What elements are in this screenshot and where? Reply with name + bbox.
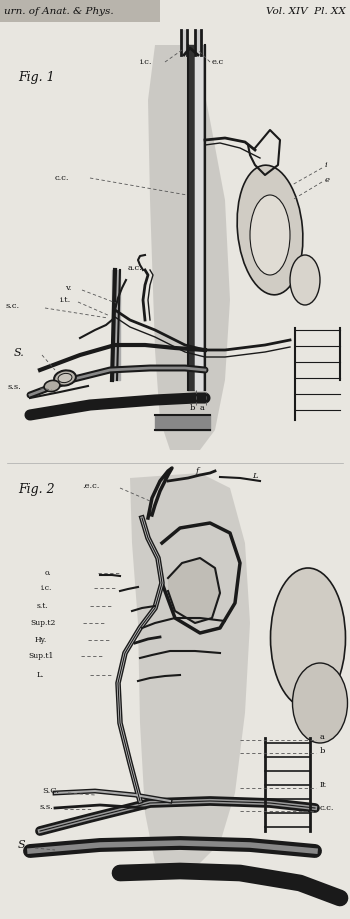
Text: e.c: e.c <box>212 58 224 66</box>
Text: b: b <box>190 404 195 412</box>
Text: s.s.: s.s. <box>8 383 22 391</box>
Text: i.c.: i.c. <box>140 58 153 66</box>
Text: a: a <box>200 404 205 412</box>
Text: s.c.: s.c. <box>6 302 20 310</box>
Polygon shape <box>168 558 220 623</box>
Text: e: e <box>325 176 330 184</box>
Ellipse shape <box>271 568 345 708</box>
FancyBboxPatch shape <box>0 0 160 22</box>
Text: c.c.: c.c. <box>55 174 70 182</box>
Text: .e.c.: .e.c. <box>82 482 99 490</box>
Ellipse shape <box>293 663 348 743</box>
Text: urn. of Anat. & Phys.: urn. of Anat. & Phys. <box>4 6 114 16</box>
Text: i.c.: i.c. <box>41 584 52 592</box>
Text: a.c.: a.c. <box>128 264 143 272</box>
Text: S.C.: S.C. <box>42 787 59 795</box>
Ellipse shape <box>237 165 303 295</box>
Text: i.t.: i.t. <box>60 296 71 304</box>
Ellipse shape <box>290 255 320 305</box>
Text: s.s.: s.s. <box>40 803 54 811</box>
Ellipse shape <box>58 373 72 382</box>
Text: b: b <box>320 747 326 755</box>
Text: L.: L. <box>37 671 44 679</box>
Ellipse shape <box>54 370 76 386</box>
Text: L: L <box>252 472 258 480</box>
Text: Sup.t1: Sup.t1 <box>28 652 53 660</box>
Text: Fig. 2: Fig. 2 <box>18 483 55 496</box>
Text: a: a <box>320 733 325 741</box>
Text: S.: S. <box>18 840 29 850</box>
Ellipse shape <box>44 380 60 391</box>
Text: i: i <box>325 161 328 169</box>
Text: Vol. XIV  Pl. XX: Vol. XIV Pl. XX <box>266 6 346 16</box>
Text: c.c.: c.c. <box>320 804 335 812</box>
Text: f: f <box>196 467 199 475</box>
Text: Hy.: Hy. <box>35 636 47 644</box>
Text: v.: v. <box>65 284 71 292</box>
Text: S.: S. <box>14 348 25 358</box>
Text: Sup.t2: Sup.t2 <box>30 619 55 627</box>
Ellipse shape <box>250 195 290 275</box>
Polygon shape <box>148 45 230 450</box>
Polygon shape <box>130 473 250 873</box>
Text: o.: o. <box>45 569 52 577</box>
Text: It: It <box>320 781 327 789</box>
Text: Fig. 1: Fig. 1 <box>18 72 55 85</box>
Text: s.t.: s.t. <box>37 602 49 610</box>
